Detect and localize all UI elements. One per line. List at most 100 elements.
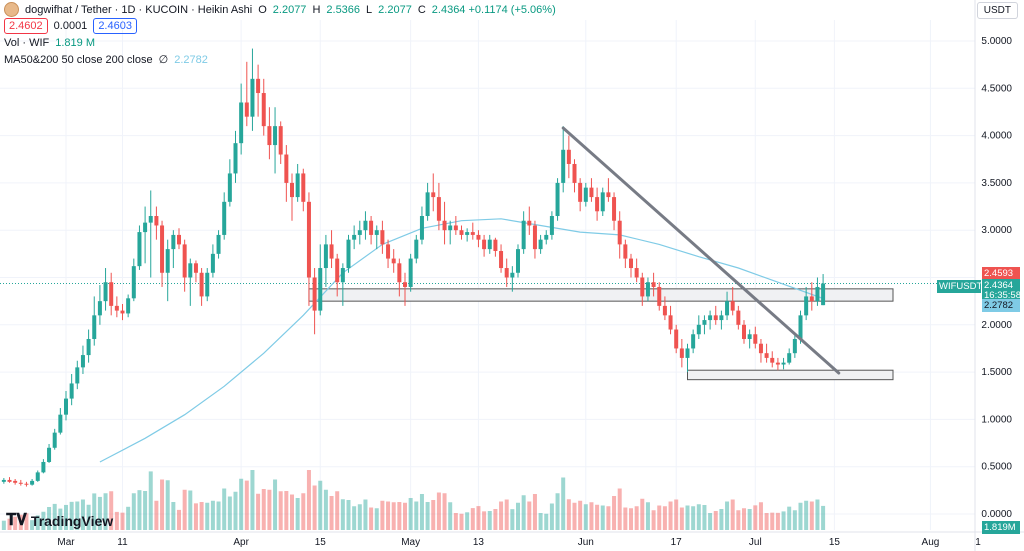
ma-value: 2.2782: [174, 53, 208, 66]
candle-body: [137, 232, 142, 267]
volume-bar: [69, 501, 74, 530]
volume-tag: 1.819M: [982, 521, 1020, 534]
candle-body: [606, 192, 611, 198]
volume-bar: [544, 513, 549, 530]
candle-body: [770, 357, 775, 363]
volume-bar: [352, 506, 357, 530]
volume-bar: [369, 507, 374, 530]
candle-body: [442, 220, 447, 231]
volume-bar: [273, 479, 278, 530]
sell-price-button[interactable]: 2.4602: [4, 18, 48, 34]
volume-bar: [256, 493, 261, 530]
candle-body: [318, 268, 323, 311]
price-tick-label: 1.5000: [981, 367, 1012, 378]
volume-bar: [47, 507, 52, 530]
symbol-title[interactable]: dogwifhat / Tether · 1D · KUCOIN · Heiki…: [25, 3, 253, 16]
volume-bar: [318, 480, 323, 530]
volume-bar: [640, 498, 645, 530]
price-tick-label: 0.0000: [981, 509, 1012, 520]
volume-bar: [329, 496, 334, 530]
volume-bar: [482, 511, 487, 530]
candle-body: [92, 315, 97, 339]
spread-value: 0.0001: [53, 20, 88, 32]
volume-bar: [137, 490, 142, 530]
candle-body: [177, 234, 181, 245]
candle-body: [199, 272, 204, 297]
candle-body: [160, 225, 165, 273]
volume-bar: [753, 505, 758, 530]
volume-bar: [504, 499, 509, 530]
ma-glyph: ∅: [158, 54, 169, 66]
volume-bar: [493, 509, 498, 530]
price-tick-label: 4.0000: [981, 131, 1012, 142]
volume-bar: [52, 503, 57, 530]
candle-body: [482, 239, 487, 250]
volume-bar: [742, 508, 746, 530]
buy-price-button[interactable]: 2.4603: [93, 18, 137, 34]
volume-bar: [160, 479, 165, 530]
candle-body: [352, 234, 357, 240]
volume-bar: [30, 520, 35, 530]
volume-bar: [821, 505, 826, 530]
volume-bar: [516, 502, 520, 530]
candle-body: [222, 201, 227, 235]
volume-bar: [261, 489, 266, 530]
currency-selector[interactable]: USDT: [976, 2, 1018, 19]
volume-bar: [470, 508, 475, 530]
volume-bar: [103, 493, 108, 530]
volume-bar: [431, 500, 436, 530]
volume-bar: [578, 500, 583, 530]
candle-body: [1, 479, 6, 482]
time-tick-label: Jul: [749, 537, 762, 548]
volume-bar: [629, 508, 633, 530]
volume-bar: [600, 505, 605, 530]
symbol-logo-icon: [4, 2, 19, 17]
candle-body: [736, 310, 741, 325]
ma-label[interactable]: MA50&200 50 close 200 close: [4, 53, 153, 66]
volume-bar: [425, 502, 430, 530]
volume-bar: [713, 511, 718, 530]
symbol-tag: WIFUSDT: [937, 280, 983, 293]
candle-body: [233, 143, 238, 174]
volume-bar: [80, 499, 85, 530]
candle-body: [193, 263, 198, 273]
volume-bar: [499, 501, 504, 530]
candle-body: [798, 315, 803, 339]
volume-bar: [250, 470, 255, 530]
ohlc-low: 2.2077: [378, 3, 412, 16]
volume-bar: [143, 491, 148, 530]
volume-bar: [583, 504, 588, 530]
volume-bar: [465, 512, 470, 530]
price-tick-label: 4.5000: [981, 83, 1012, 94]
candle-body: [75, 367, 80, 384]
tradingview-logo[interactable]: 𝐓𝐕 TradingView: [6, 512, 113, 530]
volume-bar: [532, 494, 537, 530]
candle-body: [109, 282, 114, 306]
volume-bar: [323, 489, 328, 530]
candle-body: [775, 362, 780, 365]
candle-body: [7, 479, 12, 482]
trendline: [561, 126, 841, 375]
candle-body: [414, 239, 419, 259]
symbol-title-row: dogwifhat / Tether · 1D · KUCOIN · Heiki…: [4, 2, 556, 17]
candle-body: [589, 187, 594, 198]
volume-bar: [419, 494, 424, 530]
candle-body: [821, 283, 826, 306]
volume-bar: [199, 502, 204, 530]
volume-bar: [691, 506, 696, 530]
volume-bar: [374, 508, 379, 530]
candle-body: [216, 234, 221, 254]
time-tick-label: 11: [117, 537, 128, 548]
volume-bar: [284, 491, 289, 530]
ohlc-high-key: H: [312, 3, 321, 16]
candle-body: [261, 93, 266, 127]
volume-bar: [696, 504, 701, 530]
ohlc-close-key: C: [417, 3, 426, 16]
candle-body: [476, 234, 481, 240]
candle-body: [730, 301, 735, 311]
volume-bar: [120, 512, 125, 530]
candle-body: [41, 461, 46, 473]
volume-label[interactable]: Vol · WIF: [4, 37, 50, 49]
time-tick-label: 15: [829, 537, 841, 548]
